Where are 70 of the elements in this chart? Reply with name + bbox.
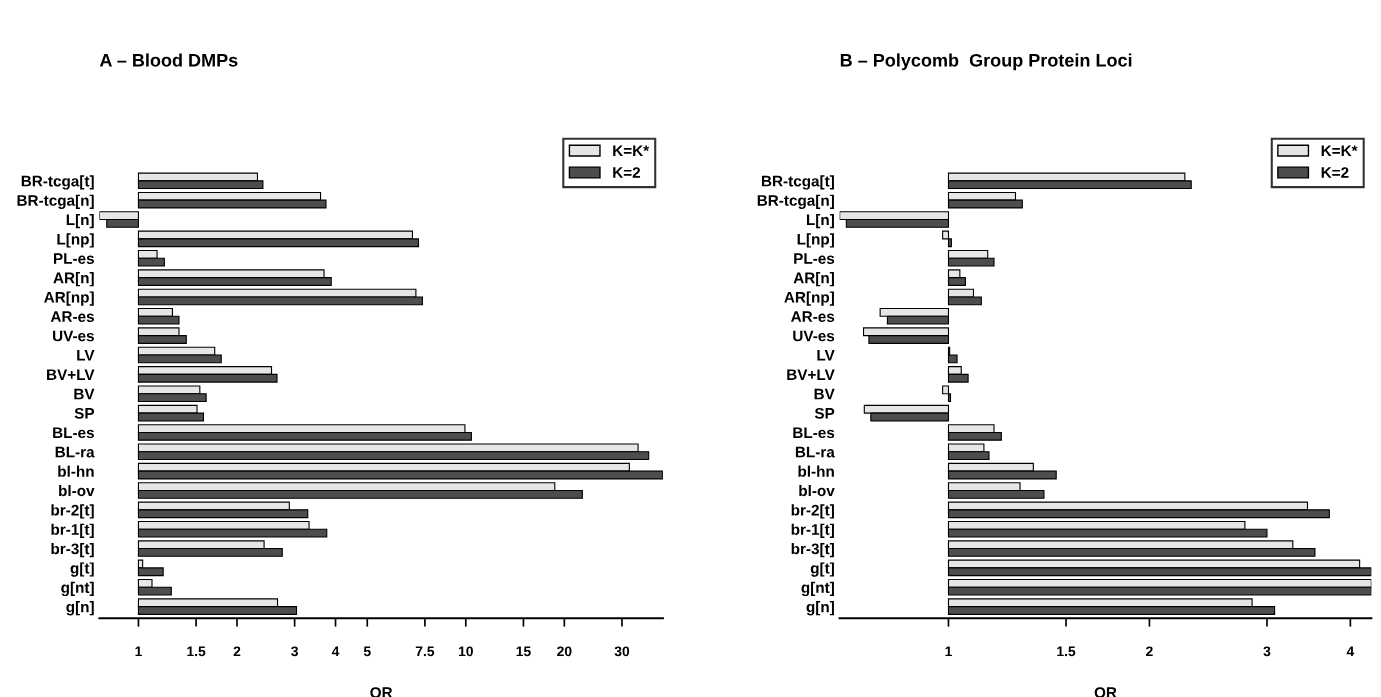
y-tick-label: AR-es: [50, 311, 94, 322]
y-tick-label: BR-tcga[n]: [17, 194, 94, 209]
y-tick-label: br-3[t]: [51, 543, 94, 558]
y-tick-label: L[np]: [57, 233, 94, 248]
x-tick-label: 1.5: [187, 646, 206, 657]
y-tick-label: br-1[t]: [791, 523, 834, 538]
y-tick-label: BL-es: [793, 427, 835, 439]
y-tick-label: g[n]: [66, 601, 94, 616]
y-tick-label: br-2[t]: [791, 504, 834, 519]
x-tick-label: 10: [458, 646, 473, 657]
x-tick-label: 15: [516, 646, 531, 657]
y-tick-label: br-3[t]: [791, 543, 834, 558]
x-axis-title: OR: [370, 687, 393, 697]
y-tick-label: BV: [814, 388, 835, 400]
y-tick-label: br-2[t]: [51, 504, 94, 519]
y-tick-label: PL-es: [53, 253, 94, 264]
chart-title: A – Blood DMPs: [99, 53, 238, 67]
y-tick-label: LV: [817, 350, 835, 361]
y-tick-label: BR-tcga[n]: [757, 194, 834, 209]
y-tick-label: BR-tcga[t]: [761, 175, 834, 190]
chart-title: B – Polycomb Group Protein Loci: [840, 53, 1132, 71]
y-tick-label: L[n]: [66, 214, 94, 229]
y-tick-label: L[n]: [806, 214, 834, 229]
y-tick-label: AR[np]: [44, 291, 94, 306]
y-tick-label: SP: [814, 407, 835, 419]
x-tick-label: 1.5: [1057, 646, 1076, 657]
x-tick-label: 4: [1346, 646, 1355, 657]
y-tick-label: BL-es: [53, 427, 94, 439]
x-tick-label: 2: [1146, 646, 1153, 657]
x-tick-label: 7.5: [415, 646, 435, 657]
y-tick-label: bl-ov: [59, 484, 95, 497]
y-tick-label: br-1[t]: [51, 523, 94, 538]
y-tick-label: g[t]: [70, 562, 94, 577]
y-tick-label: AR[n]: [53, 272, 94, 287]
x-tick-label: 2: [233, 646, 241, 657]
legend-label: K=2: [613, 167, 641, 178]
y-tick-label: BV+LV: [47, 369, 95, 380]
legend-label: K=K*: [613, 145, 650, 156]
x-tick-label: 4: [331, 646, 340, 657]
y-tick-label: LV: [77, 350, 95, 361]
y-tick-label: bl-hn: [798, 465, 834, 477]
y-tick-label: AR[np]: [784, 291, 834, 306]
y-tick-label: AR[n]: [793, 272, 834, 287]
y-tick-label: g[n]: [806, 601, 834, 616]
y-tick-label: bl-hn: [58, 465, 94, 477]
x-axis-title: OR: [1094, 687, 1117, 697]
legend-label: K=2: [1321, 167, 1349, 178]
y-tick-label: AR-es: [791, 311, 835, 322]
x-tick-label: 1: [135, 646, 142, 657]
y-tick-label: UV-es: [53, 330, 94, 342]
x-tick-label: 3: [1263, 646, 1271, 657]
x-tick-label: 1: [945, 646, 952, 657]
x-tick-label: 5: [363, 646, 371, 657]
y-tick-label: L[np]: [797, 233, 834, 248]
y-tick-label: SP: [74, 407, 95, 419]
x-tick-label: 20: [557, 646, 572, 657]
y-tick-label: BV: [74, 388, 95, 400]
y-tick-label: BL-ra: [55, 446, 95, 458]
legend-label: K=K*: [1321, 145, 1358, 156]
y-tick-label: BL-ra: [795, 446, 835, 458]
y-tick-label: UV-es: [793, 330, 835, 342]
x-tick-label: 30: [614, 646, 630, 657]
y-tick-label: g[t]: [810, 562, 834, 577]
y-tick-label: BV+LV: [787, 369, 835, 380]
y-tick-label: BR-tcga[t]: [21, 175, 94, 190]
y-tick-label: bl-ov: [799, 484, 835, 497]
x-tick-label: 3: [291, 646, 298, 657]
y-tick-label: g[nt]: [61, 581, 94, 597]
y-tick-label: g[nt]: [801, 581, 834, 597]
y-tick-label: PL-es: [794, 253, 835, 264]
